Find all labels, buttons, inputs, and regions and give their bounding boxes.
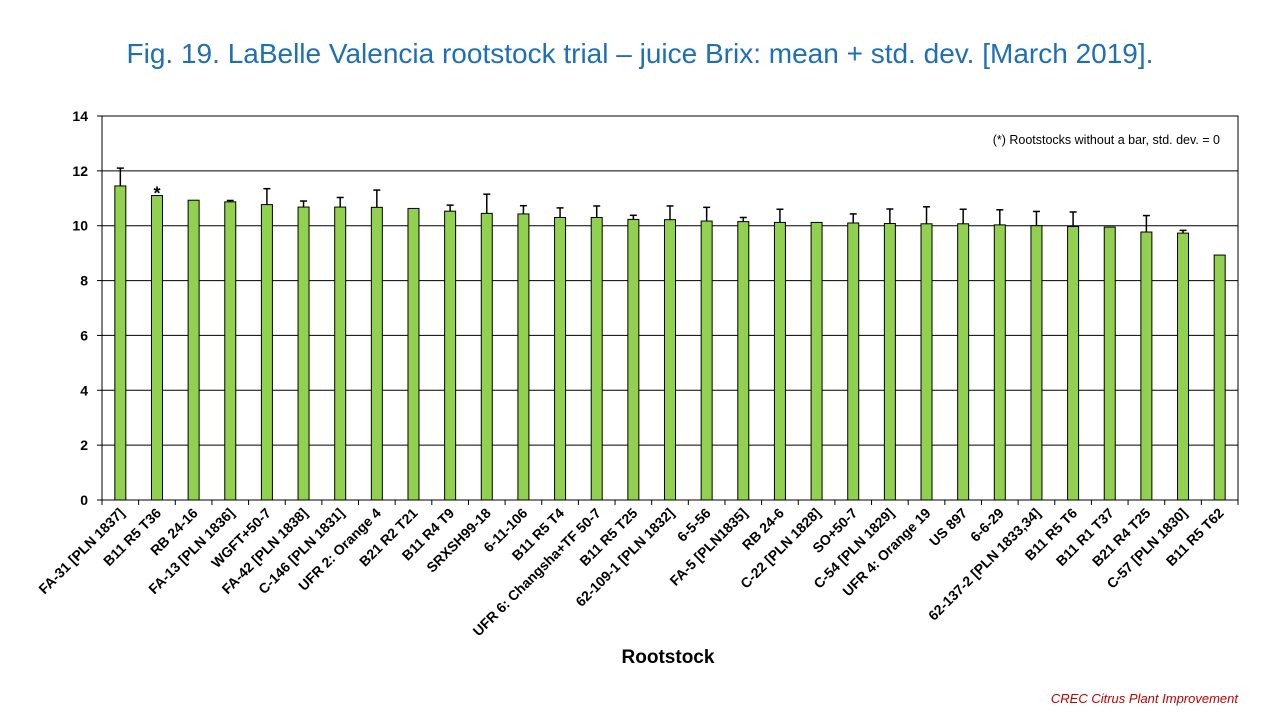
y-tick-label: 6 (80, 327, 88, 343)
bar (297, 206, 310, 501)
bar (1177, 232, 1190, 501)
bar (517, 213, 530, 501)
bar (773, 221, 786, 501)
y-tick-label: 0 (80, 492, 88, 508)
bar (883, 223, 896, 501)
x-axis-title: Rootstock (622, 647, 715, 668)
y-tick-label: 8 (80, 273, 88, 289)
bar (810, 221, 823, 501)
bar (480, 212, 493, 501)
bars (114, 185, 1226, 501)
y-tick-label: 4 (80, 382, 88, 398)
bar (554, 216, 567, 501)
bar (407, 207, 420, 501)
bar (700, 220, 713, 501)
bar (1213, 254, 1226, 501)
footer-credit: CREC Citrus Plant Improvement (1050, 691, 1238, 706)
bar (920, 223, 933, 501)
chart-annotation: (*) Rootstocks without a bar, std. dev. … (993, 133, 1220, 147)
bar (444, 210, 457, 501)
error-bars: * (116, 167, 1187, 234)
bar (1067, 226, 1080, 501)
bar (1030, 225, 1043, 501)
bar (664, 219, 676, 501)
bar (150, 195, 163, 501)
bar (1103, 226, 1116, 501)
bar (737, 221, 750, 501)
bar (590, 216, 603, 501)
x-category-label: US 897 (926, 505, 970, 549)
y-tick-label: 10 (72, 218, 88, 234)
bar (957, 223, 970, 501)
plot-area-frame (101, 115, 1239, 501)
bar (224, 201, 237, 501)
y-axis-ticks: 0 2 4 6 8 10 12 14 (72, 108, 102, 508)
y-tick-label: 12 (72, 163, 88, 179)
bar (334, 206, 347, 501)
bar (847, 222, 860, 501)
bar (114, 185, 127, 501)
bar (260, 204, 273, 501)
std-dev-zero-marker: * (153, 184, 160, 204)
y-tick-label: 2 (80, 437, 88, 453)
bar (1140, 231, 1153, 501)
bar (187, 199, 200, 501)
y-tick-label: 14 (72, 108, 88, 124)
bar (627, 218, 640, 501)
chart-title: Fig. 19. LaBelle Valencia rootstock tria… (126, 38, 1154, 69)
bar (370, 206, 383, 501)
bar (993, 224, 1006, 501)
